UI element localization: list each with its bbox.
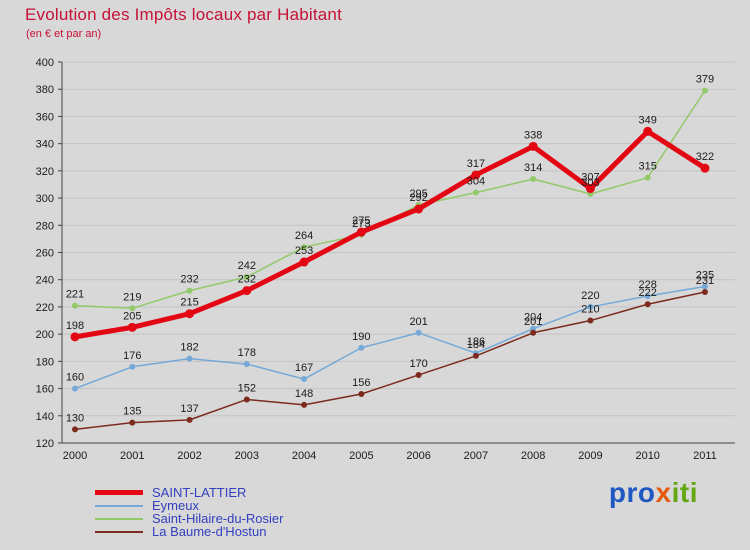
- svg-text:137: 137: [180, 403, 198, 415]
- svg-text:295: 295: [409, 188, 427, 200]
- svg-text:231: 231: [696, 275, 714, 287]
- svg-text:240: 240: [36, 275, 54, 287]
- svg-text:400: 400: [36, 57, 54, 69]
- svg-text:242: 242: [238, 260, 256, 272]
- svg-text:232: 232: [180, 274, 198, 286]
- svg-text:349: 349: [639, 114, 657, 126]
- logo-text-pro: pro: [608, 477, 656, 508]
- chart-subtitle: (en € et par an): [26, 28, 102, 40]
- svg-text:221: 221: [66, 289, 84, 301]
- svg-text:201: 201: [409, 316, 427, 328]
- svg-text:322: 322: [696, 151, 714, 163]
- svg-text:198: 198: [66, 320, 84, 332]
- svg-text:135: 135: [123, 406, 141, 418]
- svg-text:307: 307: [581, 172, 599, 184]
- svg-text:2004: 2004: [292, 450, 316, 462]
- svg-text:170: 170: [409, 358, 427, 370]
- legend-label: SAINT-LATTIER: [152, 485, 247, 500]
- logo-text-iti: iti: [671, 477, 698, 508]
- svg-text:2003: 2003: [235, 450, 259, 462]
- svg-text:184: 184: [467, 339, 485, 351]
- svg-text:201: 201: [524, 316, 542, 328]
- legend-swatch: [95, 490, 143, 495]
- svg-text:320: 320: [36, 166, 54, 178]
- svg-text:156: 156: [352, 377, 370, 389]
- legend-item: La Baume-d'Hostun: [95, 525, 284, 538]
- svg-text:273: 273: [352, 218, 370, 230]
- svg-text:190: 190: [352, 331, 370, 343]
- svg-text:315: 315: [639, 161, 657, 173]
- legend-label: La Baume-d'Hostun: [152, 524, 267, 539]
- legend-item: SAINT-LATTIER: [95, 486, 284, 499]
- svg-text:235: 235: [696, 270, 714, 282]
- svg-text:130: 130: [66, 412, 84, 424]
- svg-text:120: 120: [36, 438, 54, 450]
- svg-text:253: 253: [295, 245, 313, 257]
- svg-text:2008: 2008: [521, 450, 545, 462]
- svg-text:210: 210: [581, 304, 599, 316]
- svg-text:303: 303: [581, 177, 599, 189]
- svg-text:160: 160: [36, 384, 54, 396]
- logo-text-x: x: [655, 477, 672, 508]
- svg-text:314: 314: [524, 162, 542, 174]
- svg-text:292: 292: [409, 192, 427, 204]
- svg-text:220: 220: [581, 290, 599, 302]
- svg-text:220: 220: [36, 302, 54, 314]
- svg-text:2010: 2010: [635, 450, 659, 462]
- legend-swatch: [95, 504, 143, 507]
- svg-text:317: 317: [467, 158, 485, 170]
- svg-text:148: 148: [295, 388, 313, 400]
- svg-text:2001: 2001: [120, 450, 144, 462]
- svg-text:380: 380: [36, 84, 54, 96]
- legend-swatch: [95, 530, 143, 533]
- svg-text:379: 379: [696, 74, 714, 86]
- svg-text:2002: 2002: [177, 450, 201, 462]
- svg-text:200: 200: [36, 329, 54, 341]
- svg-text:264: 264: [295, 230, 313, 242]
- svg-text:178: 178: [238, 347, 256, 359]
- svg-text:228: 228: [639, 279, 657, 291]
- svg-text:275: 275: [352, 215, 370, 227]
- legend-label: Saint-Hilaire-du-Rosier: [152, 511, 284, 526]
- svg-text:360: 360: [36, 111, 54, 123]
- svg-text:182: 182: [180, 342, 198, 354]
- svg-text:160: 160: [66, 372, 84, 384]
- legend-label: Eymeux: [152, 498, 199, 513]
- svg-text:2005: 2005: [349, 450, 373, 462]
- svg-text:205: 205: [123, 310, 141, 322]
- svg-text:304: 304: [467, 176, 485, 188]
- svg-text:204: 204: [524, 312, 542, 324]
- svg-text:186: 186: [467, 336, 485, 348]
- svg-text:300: 300: [36, 193, 54, 205]
- svg-text:2011: 2011: [693, 450, 717, 462]
- chart-title: Evolution des Impôts locaux par Habitant: [25, 5, 343, 24]
- chart-legend: SAINT-LATTIER Eymeux Saint-Hilaire-du-Rosi…: [95, 486, 284, 538]
- svg-text:176: 176: [123, 350, 141, 362]
- svg-text:2009: 2009: [578, 450, 602, 462]
- svg-text:152: 152: [238, 382, 256, 394]
- legend-item: Eymeux: [95, 499, 284, 512]
- svg-text:340: 340: [36, 139, 54, 151]
- legend-item: Saint-Hilaire-du-Rosier: [95, 512, 284, 525]
- svg-text:140: 140: [36, 411, 54, 423]
- svg-text:280: 280: [36, 220, 54, 232]
- svg-text:222: 222: [639, 287, 657, 299]
- svg-text:167: 167: [295, 362, 313, 374]
- svg-text:180: 180: [36, 356, 54, 368]
- svg-text:260: 260: [36, 248, 54, 260]
- svg-text:219: 219: [123, 291, 141, 303]
- svg-text:338: 338: [524, 129, 542, 141]
- legend-swatch: [95, 517, 143, 520]
- svg-text:232: 232: [238, 274, 256, 286]
- svg-text:2000: 2000: [63, 450, 87, 462]
- svg-text:2006: 2006: [406, 450, 430, 462]
- proxiti-logo: proxiti: [609, 477, 698, 509]
- svg-text:2007: 2007: [464, 450, 488, 462]
- svg-text:215: 215: [180, 297, 198, 309]
